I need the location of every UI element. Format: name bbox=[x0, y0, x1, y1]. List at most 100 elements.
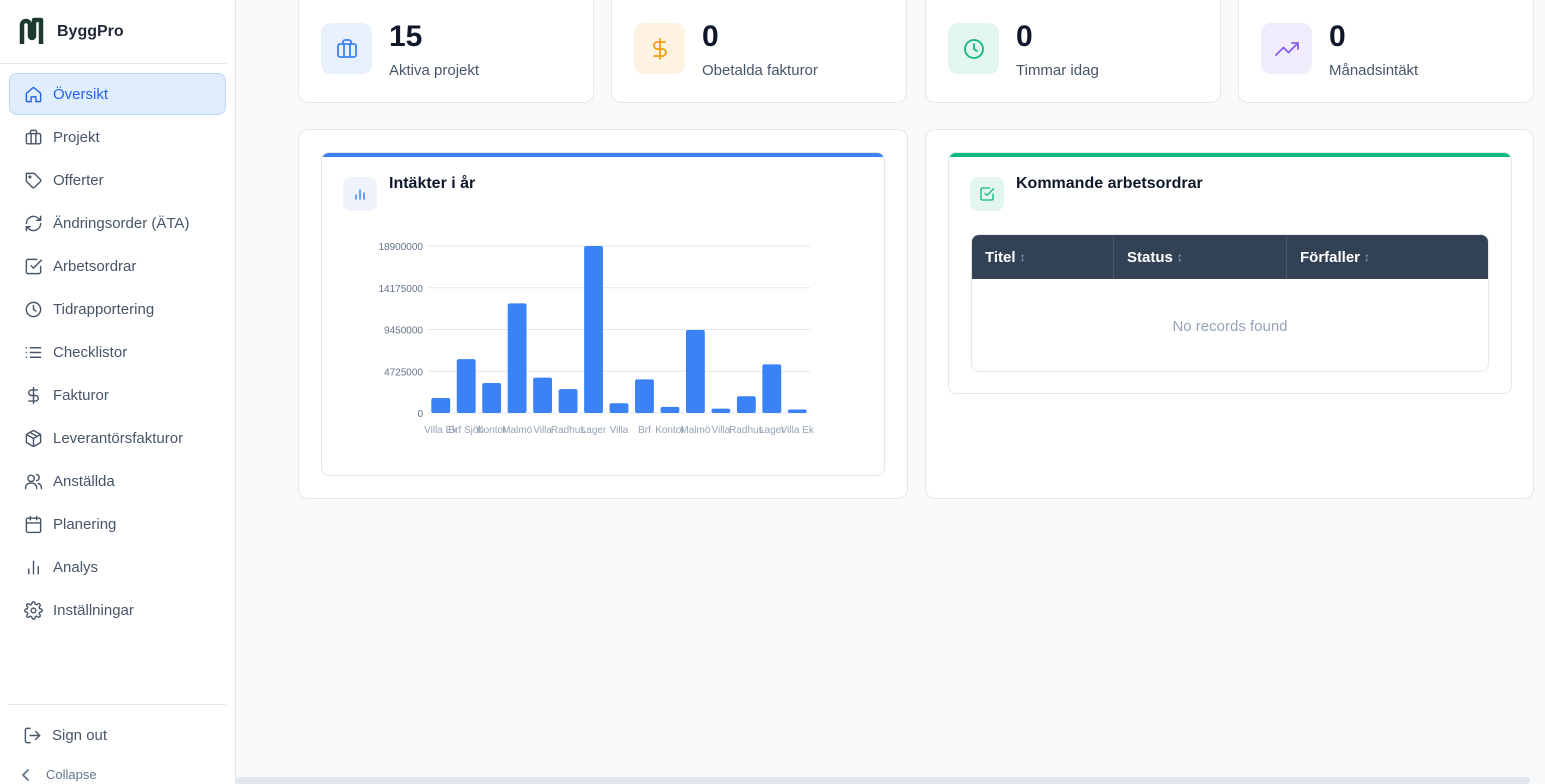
sidebar-item-label: Analys bbox=[53, 558, 99, 576]
sidebar-item-9[interactable]: Anställda bbox=[9, 460, 226, 502]
bar[interactable] bbox=[685, 329, 705, 413]
table-header: Titel ↕ Status ↕ Förfaller ↕ bbox=[972, 235, 1488, 279]
bar[interactable] bbox=[635, 379, 654, 413]
stat-card[interactable]: 0 Obetalda fakturor bbox=[611, 0, 907, 103]
sidebar-item-3[interactable]: Ändringsorder (ÄTA) bbox=[9, 202, 226, 244]
orders-panel: Kommande arbetsordrar Titel ↕ Status ↕ För… bbox=[925, 129, 1534, 499]
bar-chart-icon bbox=[343, 177, 377, 211]
y-tick-label: 18900000 bbox=[379, 242, 424, 253]
bar[interactable] bbox=[584, 246, 603, 413]
revenue-accent-bar bbox=[322, 153, 884, 157]
sidebar-item-10[interactable]: Planering bbox=[9, 503, 226, 545]
refresh-icon bbox=[23, 213, 43, 233]
bar[interactable] bbox=[787, 409, 807, 413]
stat-card[interactable]: 0 Månadsintäkt bbox=[1238, 0, 1534, 103]
sidebar-item-6[interactable]: Checklistor bbox=[9, 331, 226, 373]
sidebar-item-5[interactable]: Tidrapportering bbox=[9, 288, 226, 330]
sidebar-nav: Översikt Projekt Offerter Ändringsorder (ÄT… bbox=[9, 73, 226, 632]
bar[interactable] bbox=[507, 303, 527, 413]
sort-icon: ↕ bbox=[1364, 250, 1371, 264]
sidebar-item-8[interactable]: Leverantörsfakturor bbox=[9, 417, 226, 459]
bar[interactable] bbox=[482, 382, 502, 413]
empty-message: No records found bbox=[1172, 317, 1288, 335]
collapse-button[interactable]: Collapse bbox=[9, 767, 226, 782]
bar[interactable] bbox=[456, 359, 476, 413]
sidebar-item-label: Ändringsorder (ÄTA) bbox=[53, 214, 190, 232]
bar[interactable] bbox=[558, 389, 578, 413]
sidebar-item-label: Tidrapportering bbox=[53, 300, 155, 318]
horizontal-scrollbar[interactable] bbox=[236, 777, 1530, 784]
x-tick-label: Malmö bbox=[502, 425, 532, 436]
column-forfaller[interactable]: Förfaller ↕ bbox=[1287, 235, 1488, 279]
bar[interactable] bbox=[660, 406, 680, 413]
trending-up-icon bbox=[1261, 23, 1312, 74]
users-icon bbox=[23, 471, 43, 491]
sign-out-label: Sign out bbox=[52, 726, 108, 744]
stat-value: 0 bbox=[1329, 20, 1346, 53]
column-label: Status bbox=[1127, 248, 1173, 266]
briefcase-icon bbox=[321, 23, 372, 74]
x-tick-label: Brf Sjöb bbox=[448, 425, 484, 436]
sidebar-item-label: Offerter bbox=[53, 171, 104, 189]
bar-chart-icon bbox=[23, 557, 43, 577]
sidebar: ByggPro Översikt Projekt Offerter Ändringso… bbox=[0, 0, 236, 784]
calendar-icon bbox=[23, 514, 43, 534]
x-tick-label: Brf bbox=[638, 425, 651, 436]
package-icon bbox=[23, 428, 43, 448]
sidebar-item-0[interactable]: Översikt bbox=[9, 73, 226, 115]
revenue-panel: Intäkter i år 0 4725000 9450000 14175000 189… bbox=[298, 129, 908, 499]
tag-icon bbox=[23, 170, 43, 190]
sidebar-item-label: Checklistor bbox=[53, 343, 128, 361]
orders-accent-bar bbox=[949, 153, 1511, 157]
gear-icon bbox=[23, 600, 43, 620]
checkbox-icon bbox=[970, 177, 1004, 211]
bar[interactable] bbox=[762, 364, 782, 413]
clock-icon bbox=[948, 23, 999, 74]
dollar-icon bbox=[23, 385, 43, 405]
column-label: Titel bbox=[985, 248, 1016, 266]
sidebar-item-label: Fakturor bbox=[53, 386, 109, 404]
bar[interactable] bbox=[609, 403, 629, 413]
sidebar-item-4[interactable]: Arbetsordrar bbox=[9, 245, 226, 287]
sidebar-item-label: Leverantörsfakturor bbox=[53, 429, 184, 447]
stat-label: Månadsintäkt bbox=[1329, 62, 1419, 79]
stat-card[interactable]: 0 Timmar idag bbox=[925, 0, 1221, 103]
collapse-label: Collapse bbox=[46, 767, 97, 782]
sign-out-button[interactable]: Sign out bbox=[9, 715, 226, 755]
sidebar-item-12[interactable]: Inställningar bbox=[9, 589, 226, 631]
sidebar-item-1[interactable]: Projekt bbox=[9, 116, 226, 158]
checkbox-icon bbox=[23, 256, 43, 276]
y-tick-label: 9450000 bbox=[384, 326, 423, 337]
sidebar-footer: Sign out Collapse bbox=[9, 704, 226, 782]
column-status[interactable]: Status ↕ bbox=[1114, 235, 1287, 279]
revenue-title: Intäkter i år bbox=[389, 175, 476, 192]
brand[interactable]: ByggPro bbox=[0, 0, 227, 64]
sidebar-item-label: Inställningar bbox=[53, 601, 134, 619]
brand-name: ByggPro bbox=[57, 22, 124, 40]
orders-card: Kommande arbetsordrar Titel ↕ Status ↕ För… bbox=[948, 152, 1512, 394]
sidebar-item-2[interactable]: Offerter bbox=[9, 159, 226, 201]
orders-table: Titel ↕ Status ↕ Förfaller ↕ No records fou… bbox=[971, 234, 1489, 372]
y-tick-label: 0 bbox=[417, 409, 423, 420]
sidebar-item-11[interactable]: Analys bbox=[9, 546, 226, 588]
clock-icon bbox=[23, 299, 43, 319]
column-label: Förfaller bbox=[1300, 248, 1361, 266]
bar[interactable] bbox=[736, 396, 756, 413]
stat-label: Obetalda fakturor bbox=[702, 62, 818, 79]
x-tick-label: Kontor bbox=[477, 425, 507, 436]
dollar-icon bbox=[634, 23, 685, 74]
list-icon bbox=[23, 342, 43, 362]
orders-title: Kommande arbetsordrar bbox=[1016, 175, 1203, 192]
stat-card[interactable]: 15 Aktiva projekt bbox=[298, 0, 594, 103]
bar[interactable] bbox=[431, 397, 451, 413]
sidebar-item-7[interactable]: Fakturor bbox=[9, 374, 226, 416]
y-tick-label: 4725000 bbox=[384, 367, 423, 378]
bar[interactable] bbox=[533, 377, 553, 413]
x-tick-label: Villa bbox=[533, 425, 552, 436]
column-titel[interactable]: Titel ↕ bbox=[972, 235, 1114, 279]
bar[interactable] bbox=[711, 408, 731, 413]
sidebar-item-label: Översikt bbox=[53, 85, 109, 103]
sort-icon: ↕ bbox=[1019, 250, 1026, 264]
x-tick-label: Villa bbox=[712, 425, 731, 436]
sidebar-item-label: Anställda bbox=[53, 472, 115, 490]
